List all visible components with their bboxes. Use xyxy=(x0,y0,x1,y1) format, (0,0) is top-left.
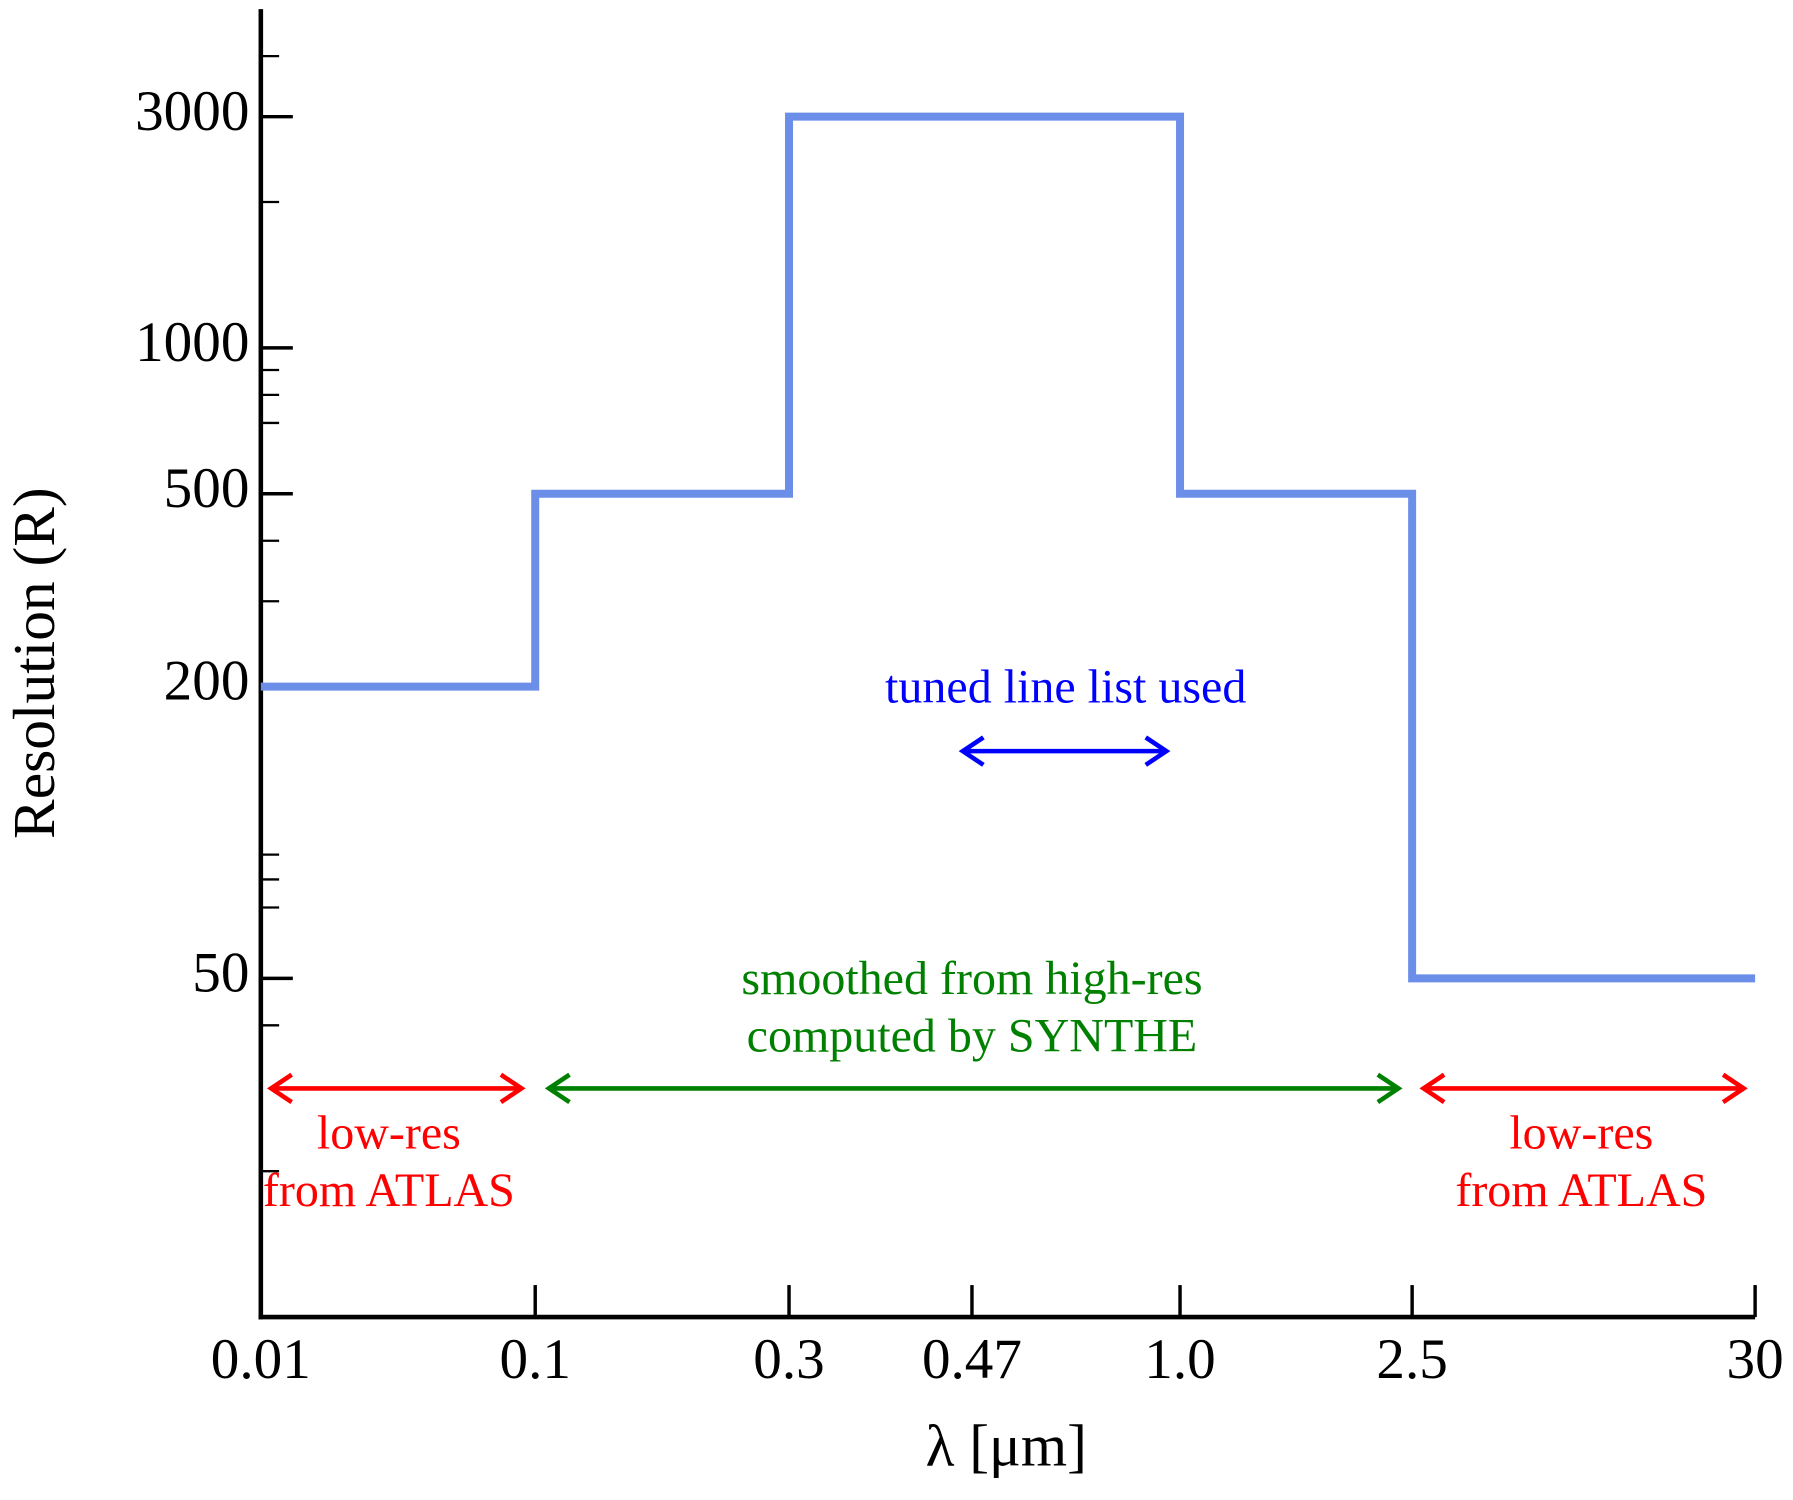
arrow-head xyxy=(266,1072,293,1105)
arrow-head xyxy=(958,735,985,767)
y-tick-label: 1000 xyxy=(135,311,249,374)
x-axis-label: λ [μm] xyxy=(926,1413,1087,1479)
x-tick-label: 0.01 xyxy=(211,1328,311,1391)
arrow-head xyxy=(1376,1072,1403,1105)
arrow-head xyxy=(1419,1072,1446,1105)
step-line xyxy=(260,112,1756,983)
arrow-head xyxy=(1721,1072,1748,1105)
annotation-text: smoothed from high-res xyxy=(741,952,1202,1005)
annotation-text: tuned line list used xyxy=(885,661,1246,714)
y-tick-label: 50 xyxy=(192,941,249,1004)
annotation-text: low-res xyxy=(1509,1107,1653,1160)
annotation-text: from ATLAS xyxy=(263,1164,515,1217)
annotation-text: low-res xyxy=(317,1107,461,1160)
y-axis-label: Resolution (R) xyxy=(1,487,67,839)
x-tick-label: 30 xyxy=(1727,1328,1784,1391)
x-tick-label: 1.0 xyxy=(1144,1328,1215,1391)
y-tick-label: 3000 xyxy=(135,80,249,143)
annotation-text: computed by SYNTHE xyxy=(747,1009,1198,1062)
x-tick-label: 0.3 xyxy=(753,1328,824,1391)
x-tick-label: 2.5 xyxy=(1376,1328,1447,1391)
y-tick-label: 200 xyxy=(164,650,250,713)
y-tick-label: 500 xyxy=(164,457,250,520)
annotation-text: from ATLAS xyxy=(1455,1164,1707,1217)
arrow-head xyxy=(1144,735,1171,767)
arrow-head xyxy=(499,1072,526,1105)
arrow-head xyxy=(544,1072,571,1105)
x-tick-label: 0.1 xyxy=(499,1328,570,1391)
x-tick-label: 0.47 xyxy=(922,1328,1022,1391)
